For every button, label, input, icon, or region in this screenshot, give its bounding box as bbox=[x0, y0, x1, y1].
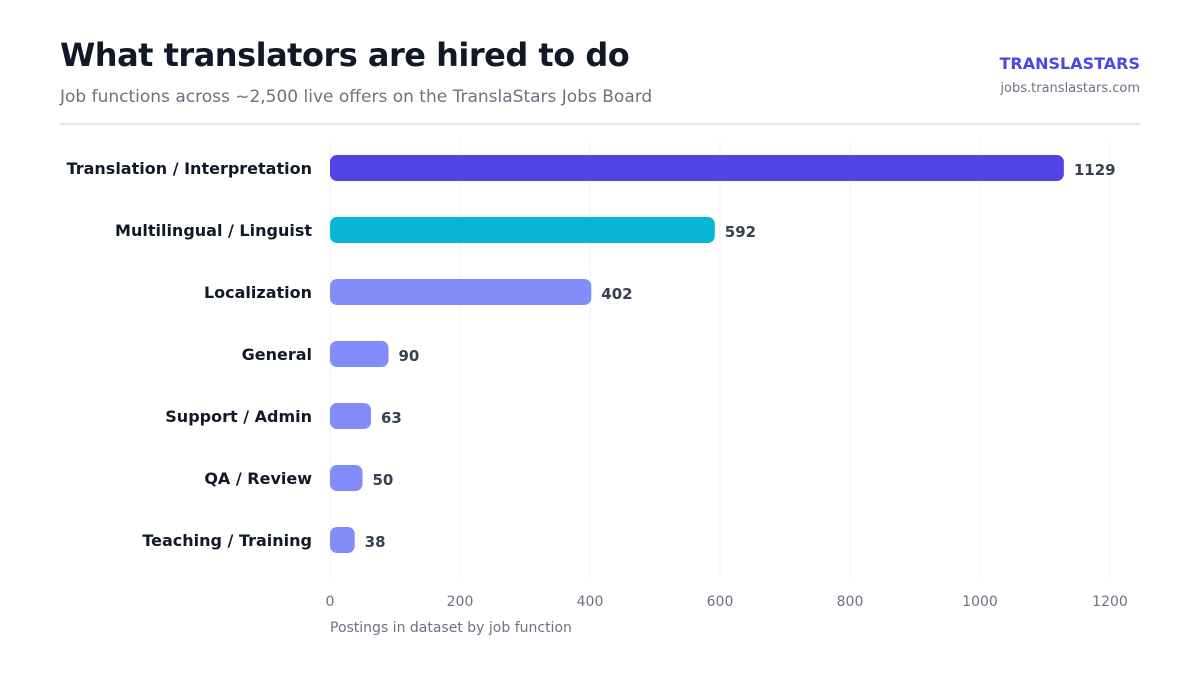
value-label-6: 38 bbox=[365, 533, 386, 551]
bar-5 bbox=[330, 465, 363, 491]
category-label-2: Localization bbox=[204, 283, 312, 302]
value-label-3: 90 bbox=[399, 347, 420, 365]
page-subtitle: Job functions across ~2,500 live offers … bbox=[60, 87, 653, 107]
bar-0 bbox=[330, 155, 1064, 181]
x-tick-label-0: 0 bbox=[326, 594, 335, 610]
x-tick-label-1: 200 bbox=[447, 594, 474, 610]
category-label-5: QA / Review bbox=[204, 469, 312, 488]
value-label-2: 402 bbox=[601, 285, 632, 303]
value-label-5: 50 bbox=[373, 471, 394, 489]
value-label-4: 63 bbox=[381, 409, 402, 427]
x-tick-label-4: 800 bbox=[837, 594, 864, 610]
bar-4 bbox=[330, 403, 371, 429]
category-label-3: General bbox=[242, 345, 312, 364]
x-axis-label: Postings in dataset by job function bbox=[330, 620, 572, 636]
x-tick-label-6: 1200 bbox=[1092, 594, 1128, 610]
brand-name[interactable]: TRANSLASTARS bbox=[999, 54, 1140, 73]
category-label-0: Translation / Interpretation bbox=[67, 159, 312, 178]
category-label-1: Multilingual / Linguist bbox=[115, 221, 312, 240]
value-label-1: 592 bbox=[725, 223, 756, 241]
bar-1 bbox=[330, 217, 715, 243]
header-divider bbox=[60, 123, 1140, 125]
category-label-6: Teaching / Training bbox=[142, 531, 312, 550]
value-label-0: 1129 bbox=[1074, 161, 1116, 179]
bar-6 bbox=[330, 527, 355, 553]
x-tick-label-2: 400 bbox=[577, 594, 604, 610]
category-label-4: Support / Admin bbox=[165, 407, 312, 426]
page-title: What translators are hired to do bbox=[60, 36, 630, 74]
bar-3 bbox=[330, 341, 389, 367]
x-tick-label-5: 1000 bbox=[962, 594, 998, 610]
x-tick-label-3: 600 bbox=[707, 594, 734, 610]
bar-2 bbox=[330, 279, 592, 305]
brand-url-link[interactable]: jobs.translastars.com bbox=[1000, 81, 1140, 96]
